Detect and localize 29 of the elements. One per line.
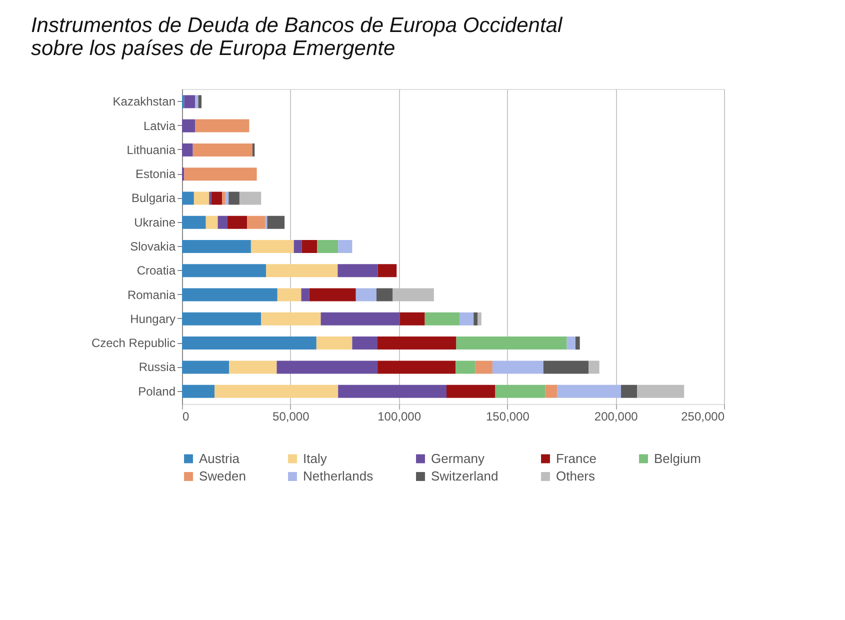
x-tick-label: 100,000 xyxy=(378,410,422,424)
legend-label: Switzerland xyxy=(431,468,498,484)
y-tick-label: Lithuania xyxy=(126,142,176,157)
x-tick-label: 250,000 xyxy=(681,410,725,424)
x-tick-label: 50,000 xyxy=(272,410,310,424)
y-tick-label: Latvia xyxy=(143,118,176,133)
y-tick-label: Estonia xyxy=(135,167,176,182)
legend-label: Netherlands xyxy=(303,468,374,484)
y-tick-label: Russia xyxy=(138,360,176,374)
legend-label: France xyxy=(556,450,596,466)
x-tick-label: 200,000 xyxy=(594,410,638,424)
legend-label: Austria xyxy=(199,450,240,466)
y-tick-label: Romania xyxy=(127,288,176,302)
chart-title: Instrumentos de Deuda de Bancos de Europa Occidental sobre los países de Europa Emergente xyxy=(30,14,564,60)
legend-label: Italy xyxy=(303,450,328,466)
y-tick-label: Slovakia xyxy=(130,240,176,254)
y-tick-label: Kazakhstan xyxy=(112,94,176,109)
y-tick-label: Bulgaria xyxy=(131,191,176,206)
legend-label: Others xyxy=(556,468,596,484)
y-tick-label: Croatia xyxy=(136,264,176,278)
x-tick-label: 0 xyxy=(182,410,190,424)
y-tick-label: Czech Republic xyxy=(91,336,176,350)
y-tick-label: Ukraine xyxy=(134,215,176,230)
y-tick-label: Poland xyxy=(138,384,176,398)
legend-label: Germany xyxy=(431,450,485,466)
legend-label: Belgium xyxy=(654,450,701,466)
y-tick-label: Hungary xyxy=(130,312,176,326)
x-tick-label: 150,000 xyxy=(486,410,530,424)
legend-label: Sweden xyxy=(199,468,246,484)
